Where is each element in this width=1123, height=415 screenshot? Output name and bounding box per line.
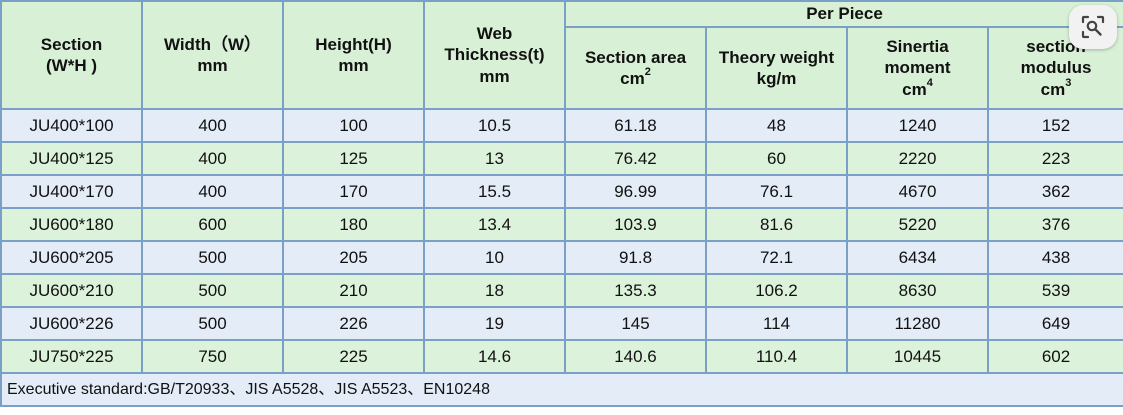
- table-row: JU400*100 400 100 10.5 61.18 48 1240 152: [0, 108, 1123, 143]
- cell-section-modulus: 152: [987, 108, 1123, 143]
- cell-section: JU600*205: [0, 240, 143, 275]
- cell-web-thickness: 19: [423, 306, 566, 341]
- cell-section: JU400*100: [0, 108, 143, 143]
- header-inertia-moment: Sinertia moment cm4: [846, 26, 989, 110]
- cell-height: 180: [282, 207, 425, 242]
- header-section-area: Section area cm2: [564, 26, 707, 110]
- cell-inertia-moment: 1240: [846, 108, 989, 143]
- cell-web-thickness: 13.4: [423, 207, 566, 242]
- cell-width: 400: [141, 141, 284, 176]
- cell-section: JU400*170: [0, 174, 143, 209]
- cell-section-modulus: 649: [987, 306, 1123, 341]
- cell-theory-weight: 60: [705, 141, 848, 176]
- cell-inertia-moment: 10445: [846, 339, 989, 374]
- cell-section-area: 91.8: [564, 240, 707, 275]
- cell-height: 100: [282, 108, 425, 143]
- table-body: JU400*100 400 100 10.5 61.18 48 1240 152…: [0, 108, 1123, 407]
- table-row: JU600*210 500 210 18 135.3 106.2 8630 53…: [0, 273, 1123, 308]
- visual-search-icon: [1081, 15, 1105, 39]
- cell-section: JU600*210: [0, 273, 143, 308]
- table-row: JU750*225 750 225 14.6 140.6 110.4 10445…: [0, 339, 1123, 374]
- cell-web-thickness: 18: [423, 273, 566, 308]
- cell-theory-weight: 72.1: [705, 240, 848, 275]
- cell-section: JU600*180: [0, 207, 143, 242]
- cell-width: 500: [141, 306, 284, 341]
- cell-section-area: 61.18: [564, 108, 707, 143]
- header-web-thickness: Web Thickness(t) mm: [423, 0, 566, 110]
- cell-inertia-moment: 5220: [846, 207, 989, 242]
- cell-section: JU400*125: [0, 141, 143, 176]
- header-width: Width（W） mm: [141, 0, 284, 110]
- cell-section-area: 103.9: [564, 207, 707, 242]
- table-row: JU400*170 400 170 15.5 96.99 76.1 4670 3…: [0, 174, 1123, 209]
- header-section: Section (W*H ): [0, 0, 143, 110]
- cell-section-modulus: 376: [987, 207, 1123, 242]
- cell-height: 210: [282, 273, 425, 308]
- cell-web-thickness: 10: [423, 240, 566, 275]
- cell-section-area: 135.3: [564, 273, 707, 308]
- cell-theory-weight: 76.1: [705, 174, 848, 209]
- cell-inertia-moment: 4670: [846, 174, 989, 209]
- cell-width: 750: [141, 339, 284, 374]
- cell-width: 400: [141, 108, 284, 143]
- header-per-piece: Per Piece: [564, 0, 1123, 28]
- cell-width: 400: [141, 174, 284, 209]
- cell-inertia-moment: 6434: [846, 240, 989, 275]
- cell-web-thickness: 15.5: [423, 174, 566, 209]
- table-row: JU600*205 500 205 10 91.8 72.1 6434 438: [0, 240, 1123, 275]
- cell-web-thickness: 10.5: [423, 108, 566, 143]
- cell-theory-weight: 110.4: [705, 339, 848, 374]
- cell-theory-weight: 48: [705, 108, 848, 143]
- cell-section-modulus: 438: [987, 240, 1123, 275]
- footer-row: Executive standard:GB/T20933、JIS A5528、J…: [0, 372, 1123, 407]
- cell-height: 205: [282, 240, 425, 275]
- header-theory-weight: Theory weight kg/m: [705, 26, 848, 110]
- cell-section-modulus: 362: [987, 174, 1123, 209]
- table-row: JU400*125 400 125 13 76.42 60 2220 223: [0, 141, 1123, 176]
- cell-section-area: 76.42: [564, 141, 707, 176]
- cell-theory-weight: 114: [705, 306, 848, 341]
- cell-width: 500: [141, 240, 284, 275]
- cell-section-area: 145: [564, 306, 707, 341]
- executive-standard-note: Executive standard:GB/T20933、JIS A5528、J…: [0, 372, 1123, 407]
- cell-inertia-moment: 11280: [846, 306, 989, 341]
- table-row: JU600*180 600 180 13.4 103.9 81.6 5220 3…: [0, 207, 1123, 242]
- cell-width: 500: [141, 273, 284, 308]
- cell-height: 225: [282, 339, 425, 374]
- cell-height: 170: [282, 174, 425, 209]
- cell-theory-weight: 106.2: [705, 273, 848, 308]
- cell-inertia-moment: 8630: [846, 273, 989, 308]
- cell-inertia-moment: 2220: [846, 141, 989, 176]
- cell-section-modulus: 602: [987, 339, 1123, 374]
- cell-section-area: 140.6: [564, 339, 707, 374]
- cell-section-modulus: 539: [987, 273, 1123, 308]
- cell-web-thickness: 14.6: [423, 339, 566, 374]
- cell-theory-weight: 81.6: [705, 207, 848, 242]
- cell-height: 226: [282, 306, 425, 341]
- cell-width: 600: [141, 207, 284, 242]
- cell-height: 125: [282, 141, 425, 176]
- visual-search-button[interactable]: [1069, 5, 1117, 49]
- cell-web-thickness: 13: [423, 141, 566, 176]
- cell-section-area: 96.99: [564, 174, 707, 209]
- cell-section: JU600*226: [0, 306, 143, 341]
- header-height: Height(H) mm: [282, 0, 425, 110]
- cell-section-modulus: 223: [987, 141, 1123, 176]
- table-row: JU600*226 500 226 19 145 114 11280 649: [0, 306, 1123, 341]
- cell-section: JU750*225: [0, 339, 143, 374]
